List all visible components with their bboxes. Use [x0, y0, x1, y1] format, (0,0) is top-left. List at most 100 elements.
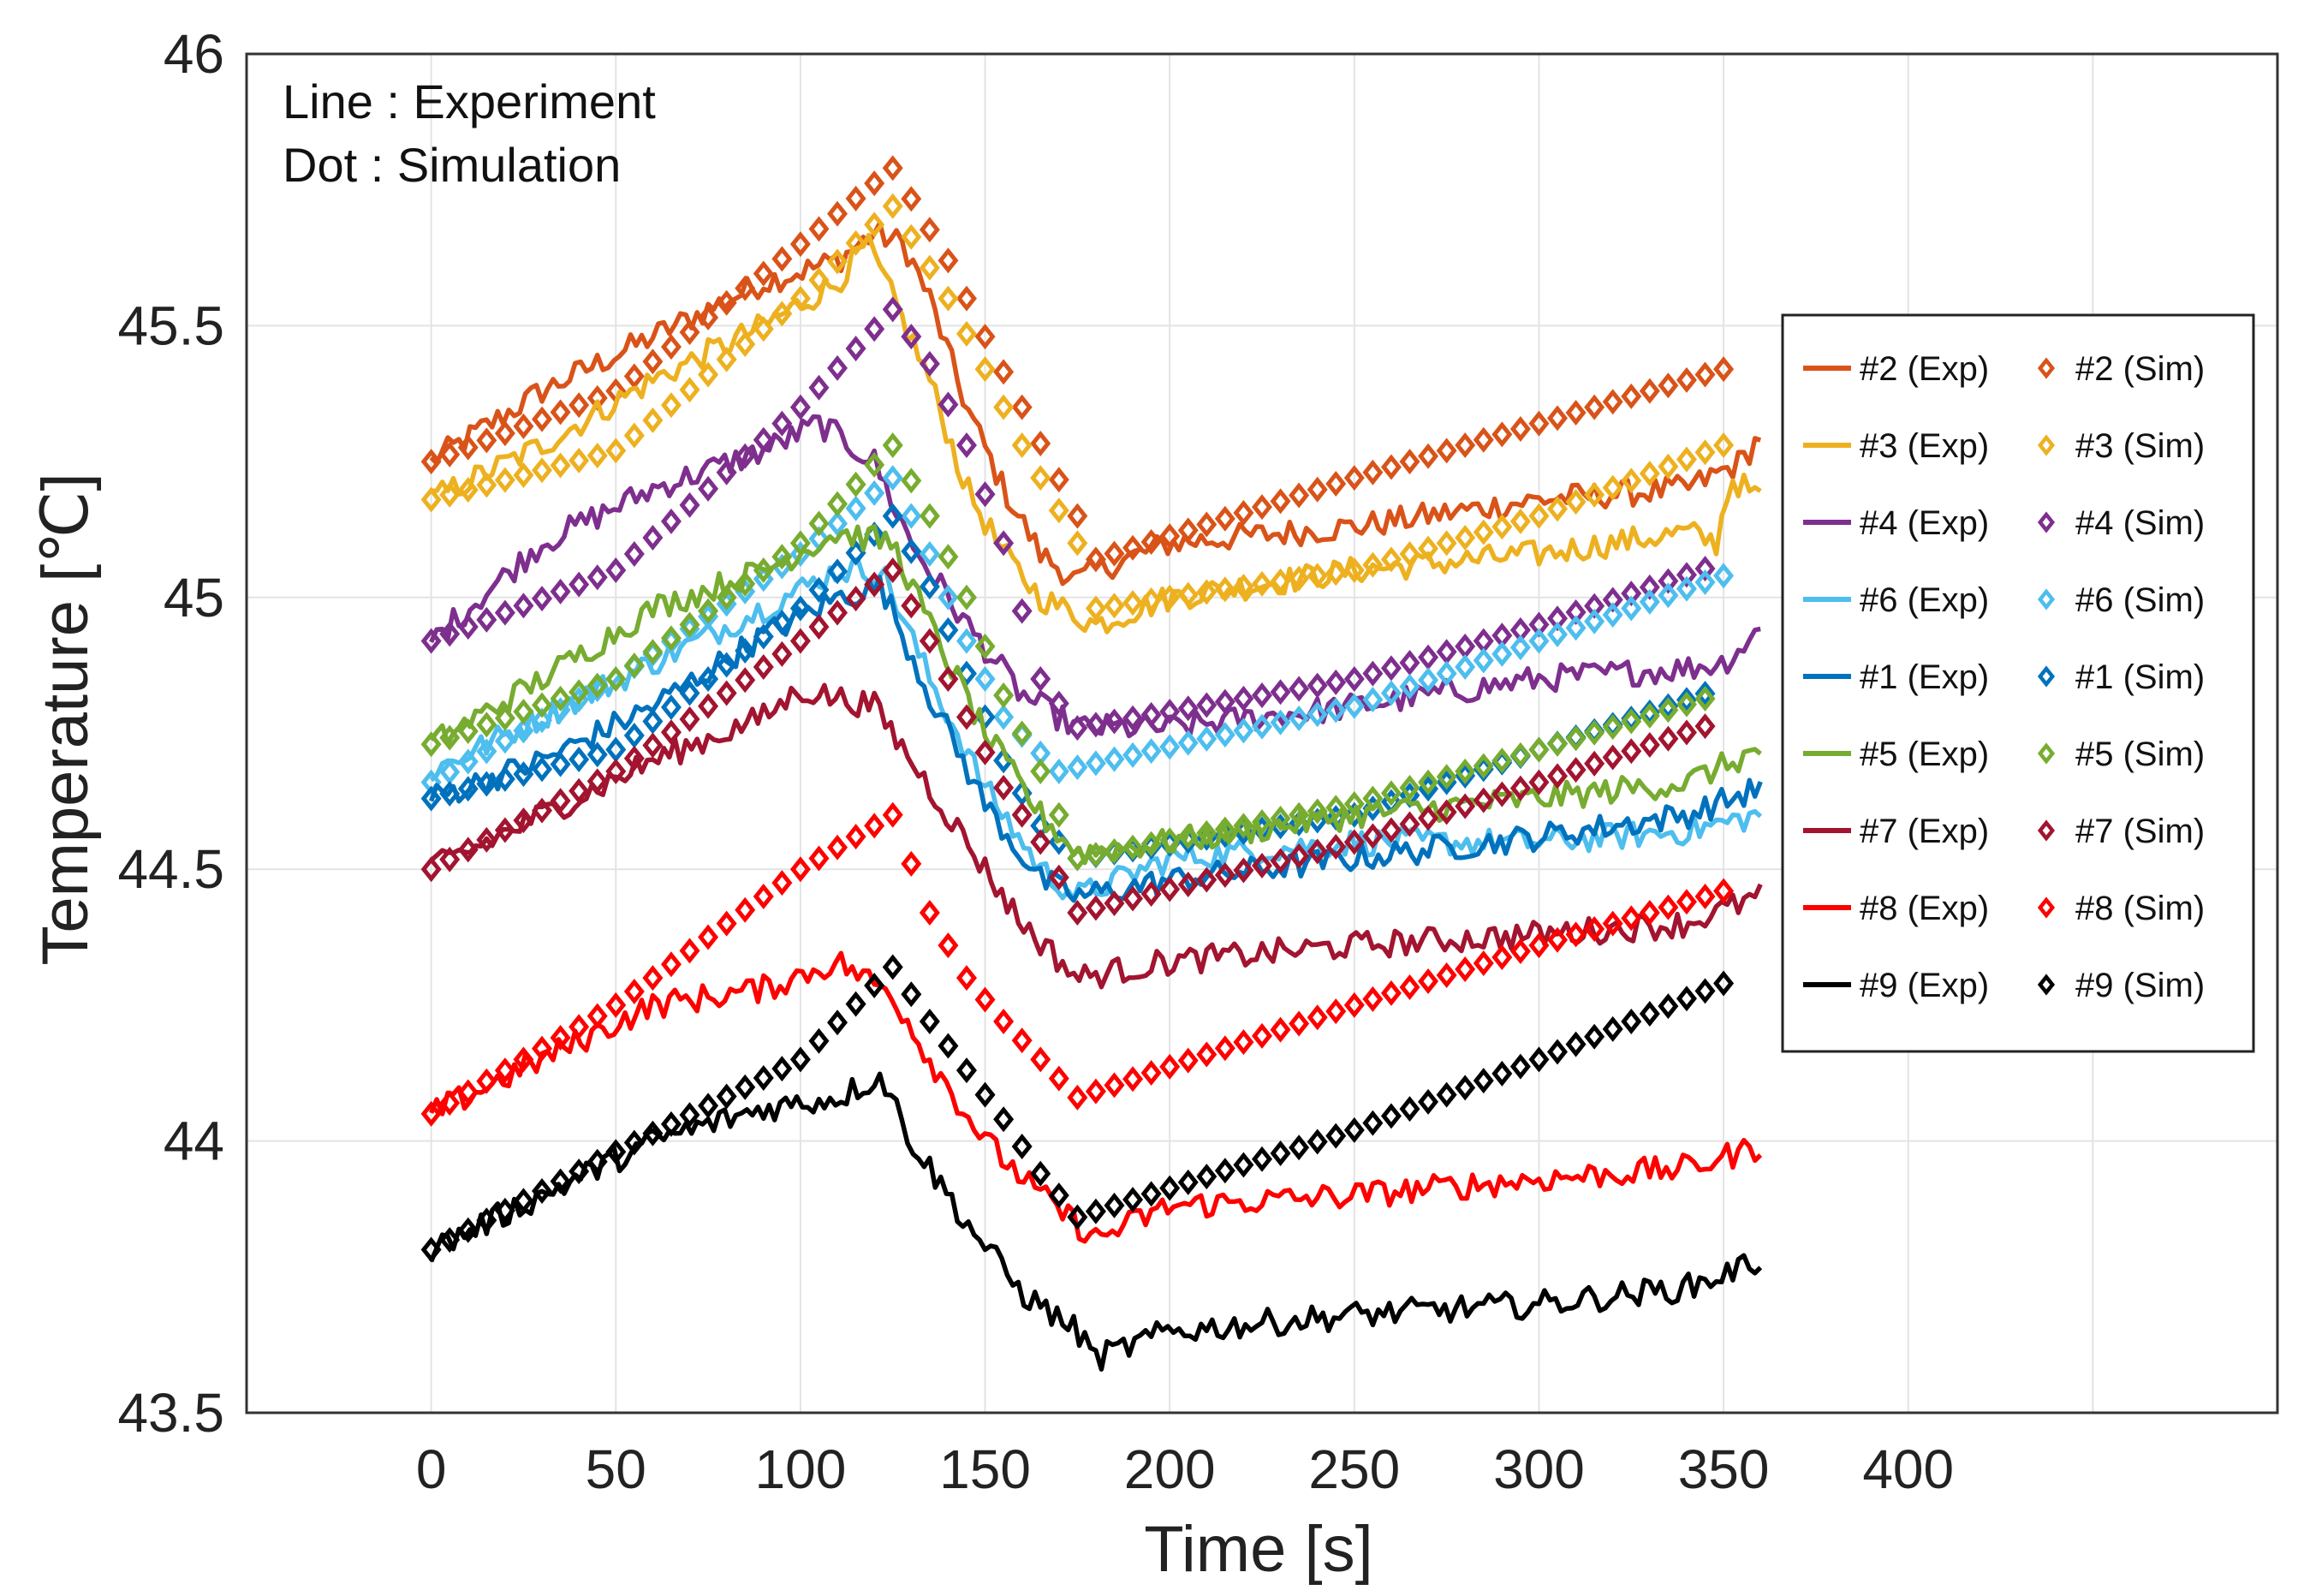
sim-point-8	[494, 1057, 515, 1084]
sim-point-9	[476, 1207, 497, 1234]
y-tick-label: 44.5	[117, 838, 224, 900]
sim-point-9	[993, 1106, 1015, 1133]
sim-point-3	[716, 346, 737, 372]
sim-point-9	[1048, 1182, 1069, 1209]
sim-point-3	[1418, 535, 1439, 562]
sim-point-8	[1030, 1046, 1051, 1073]
sim-point-7	[753, 654, 774, 681]
sim-point-4	[623, 541, 645, 568]
sim-point-8	[1067, 1084, 1088, 1111]
sim-point-4	[1159, 699, 1181, 725]
plot-frame	[245, 52, 2279, 1414]
sim-point-7	[1196, 866, 1217, 893]
sim-point-6	[1584, 608, 1605, 634]
sim-point-1	[532, 756, 553, 783]
legend-sim-label-7: #7 (Sim)	[2075, 813, 2205, 850]
exp-line-7	[429, 682, 1763, 990]
sim-point-4	[569, 571, 590, 598]
sim-point-3	[827, 248, 848, 275]
sim-point-7	[1122, 885, 1144, 912]
sim-point-3	[956, 320, 977, 347]
sim-point-9	[457, 1217, 479, 1243]
sim-point-3	[882, 193, 903, 219]
sim-point-6	[1565, 615, 1587, 641]
sim-point-3	[1491, 514, 1513, 540]
legend-sim-label-6: #6 (Sim)	[2075, 581, 2205, 619]
sim-point-6	[1325, 697, 1347, 724]
sim-point-8	[1270, 1016, 1291, 1043]
sim-point-5	[476, 712, 497, 738]
sim-point-5	[1658, 697, 1679, 724]
sim-point-5	[1602, 714, 1623, 741]
sim-point-8	[1048, 1065, 1069, 1092]
sim-point-3	[1085, 595, 1106, 622]
sim-point-9	[679, 1102, 700, 1129]
sim-point-9	[1621, 1008, 1642, 1034]
series-layer	[420, 155, 1763, 1372]
sim-point-5	[532, 692, 553, 718]
sim-point-8	[660, 951, 682, 978]
sim-point-5	[494, 705, 515, 731]
sim-point-5	[1048, 801, 1069, 828]
sim-point-9	[1399, 1096, 1420, 1123]
sim-point-3	[1067, 530, 1088, 557]
sim-point-7	[1528, 769, 1550, 795]
sim-point-7	[1159, 876, 1181, 902]
sim-point-6	[1380, 680, 1402, 706]
sim-point-5	[808, 510, 830, 537]
x-tick-label: 400	[1862, 1438, 1954, 1500]
sim-point-5	[1455, 758, 1476, 784]
sim-point-9	[808, 1027, 830, 1054]
sim-point-5	[919, 503, 940, 529]
sim-point-8	[605, 992, 627, 1018]
sim-point-3	[679, 377, 700, 403]
sim-point-5	[1325, 795, 1347, 821]
sim-point-1	[938, 616, 959, 643]
sim-point-8	[1196, 1041, 1217, 1068]
sim-point-2	[864, 170, 885, 197]
sim-point-9	[1104, 1192, 1125, 1218]
legend-box	[1781, 313, 2255, 1053]
sim-point-3	[457, 477, 479, 503]
sim-point-5	[1289, 801, 1310, 828]
sim-point-6	[532, 707, 553, 734]
sim-point-8	[550, 1024, 571, 1051]
sim-point-1	[956, 660, 977, 687]
sim-point-3	[1713, 432, 1735, 459]
sim-point-2	[420, 449, 442, 475]
sim-point-2	[1140, 528, 1162, 555]
sim-point-6	[1177, 730, 1199, 756]
sim-point-4	[1289, 676, 1310, 702]
sim-point-3	[1547, 496, 1569, 522]
legend-sim-label-4: #4 (Sim)	[2075, 504, 2205, 542]
sim-point-3	[1694, 439, 1716, 466]
sim-point-5	[642, 639, 664, 665]
legend-marker-4	[2037, 511, 2056, 533]
sim-point-2	[1362, 459, 1384, 485]
sim-point-2	[1509, 416, 1531, 443]
sim-point-2	[494, 420, 515, 447]
sim-point-2	[1399, 449, 1420, 475]
sim-point-2	[1565, 399, 1587, 426]
sim-point-3	[476, 472, 497, 498]
sim-point-4	[1639, 574, 1660, 600]
sim-point-9	[1030, 1160, 1051, 1187]
sim-point-2	[956, 285, 977, 312]
sim-point-4	[1177, 695, 1199, 722]
sim-point-7	[845, 586, 866, 612]
sim-point-4	[1658, 568, 1679, 594]
sim-point-5	[1436, 764, 1457, 790]
sim-point-7	[1289, 843, 1310, 869]
x-tick-label: 100	[755, 1438, 847, 1500]
sim-point-8	[532, 1035, 553, 1062]
sim-point-3	[1509, 508, 1531, 534]
sim-point-4	[938, 391, 959, 418]
sim-point-9	[1658, 993, 1679, 1020]
sim-point-3	[1140, 587, 1162, 613]
sim-point-5	[1140, 831, 1162, 857]
sim-point-5	[1639, 702, 1660, 729]
y-tick-label: 44	[164, 1111, 224, 1172]
sim-point-1	[642, 708, 664, 735]
sim-point-3	[735, 331, 756, 357]
exp-line-9	[429, 1071, 1763, 1372]
